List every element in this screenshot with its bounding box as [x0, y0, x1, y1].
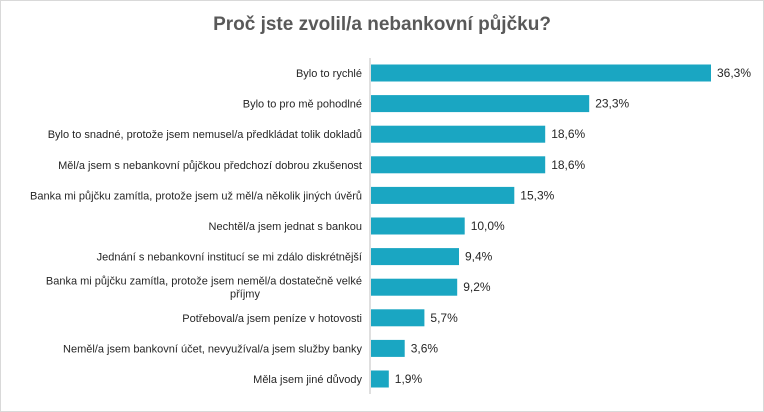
data-label: 10,0%	[471, 219, 505, 233]
bar	[371, 339, 405, 357]
bar	[371, 370, 389, 388]
category-label-line: příjmy	[230, 289, 260, 301]
category-label-line: Banka mi půjčku zamítla, protože jsem ne…	[46, 276, 362, 288]
data-label: 36,3%	[717, 66, 751, 80]
bar	[371, 125, 546, 143]
data-label: 9,2%	[463, 280, 491, 294]
bar	[371, 95, 590, 113]
category-label-line: Bylo to pro mě pohodlné	[243, 99, 362, 111]
category-label-line: Bylo to rychlé	[296, 68, 362, 80]
category-label: Měla jsem jiné důvody	[253, 374, 362, 386]
category-label-line: Neměl/a jsem bankovní účet, nevyužíval/a…	[63, 343, 362, 355]
category-label: Banka mi půjčku zamítla, protože jsem ne…	[46, 276, 362, 301]
category-label: Bylo to rychlé	[296, 68, 362, 80]
category-label-line: Jednání s nebankovní institucí se mi zdá…	[97, 252, 362, 264]
category-label-line: Banka mi půjčku zamítla, protože jsem už…	[30, 190, 362, 202]
data-label: 18,6%	[551, 158, 585, 172]
bar	[371, 156, 546, 174]
data-label: 1,9%	[395, 372, 423, 386]
bar	[371, 248, 459, 266]
category-label: Bylo to snadné, protože jsem nemusel/a p…	[48, 129, 362, 141]
category-label: Jednání s nebankovní institucí se mi zdá…	[97, 252, 362, 264]
data-label: 9,4%	[465, 250, 493, 264]
category-label: Měl/a jsem s nebankovní půjčkou předchoz…	[58, 160, 362, 172]
category-label: Potřeboval/a jsem peníze v hotovosti	[182, 313, 362, 325]
bar	[371, 64, 711, 82]
bar	[371, 309, 425, 327]
chart-title: Proč jste zvolil/a nebankovní půjčku?	[213, 14, 551, 35]
category-label-line: Měla jsem jiné důvody	[253, 374, 362, 386]
category-label: Nechtěl/a jsem jednat s bankou	[209, 221, 362, 233]
category-label-line: Měl/a jsem s nebankovní půjčkou předchoz…	[58, 160, 362, 172]
category-label-line: Potřeboval/a jsem peníze v hotovosti	[182, 313, 362, 325]
category-label: Banka mi půjčku zamítla, protože jsem už…	[30, 190, 362, 202]
data-label: 18,6%	[551, 127, 585, 141]
category-label: Neměl/a jsem bankovní účet, nevyužíval/a…	[63, 343, 362, 355]
category-label-line: Bylo to snadné, protože jsem nemusel/a p…	[48, 129, 362, 141]
data-label: 5,7%	[430, 311, 458, 325]
bar	[371, 186, 515, 204]
data-label: 3,6%	[411, 341, 439, 355]
category-label: Bylo to pro mě pohodlné	[243, 99, 362, 111]
category-label-line: Nechtěl/a jsem jednat s bankou	[209, 221, 362, 233]
bar	[371, 278, 458, 296]
bar	[371, 217, 465, 235]
data-label: 23,3%	[595, 97, 629, 111]
data-label: 15,3%	[520, 188, 554, 202]
